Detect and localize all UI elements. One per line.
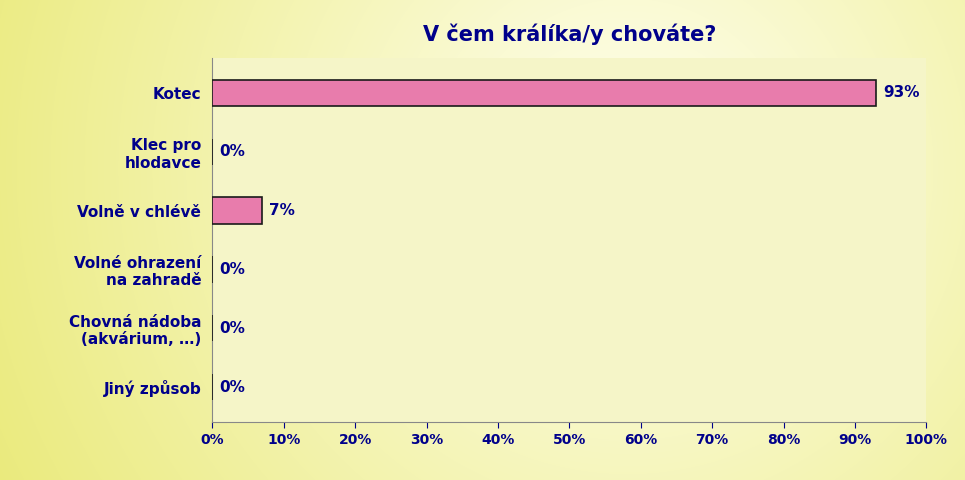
Bar [212,80,876,106]
Text: 93%: 93% [884,85,920,100]
Bar [212,197,262,224]
Text: 0%: 0% [219,262,245,277]
Title: V čem králíka/y chováte?: V čem králíka/y chováte? [423,24,716,45]
Text: 7%: 7% [269,203,295,218]
Text: 0%: 0% [219,380,245,395]
Text: 0%: 0% [219,144,245,159]
Text: 0%: 0% [219,321,245,336]
